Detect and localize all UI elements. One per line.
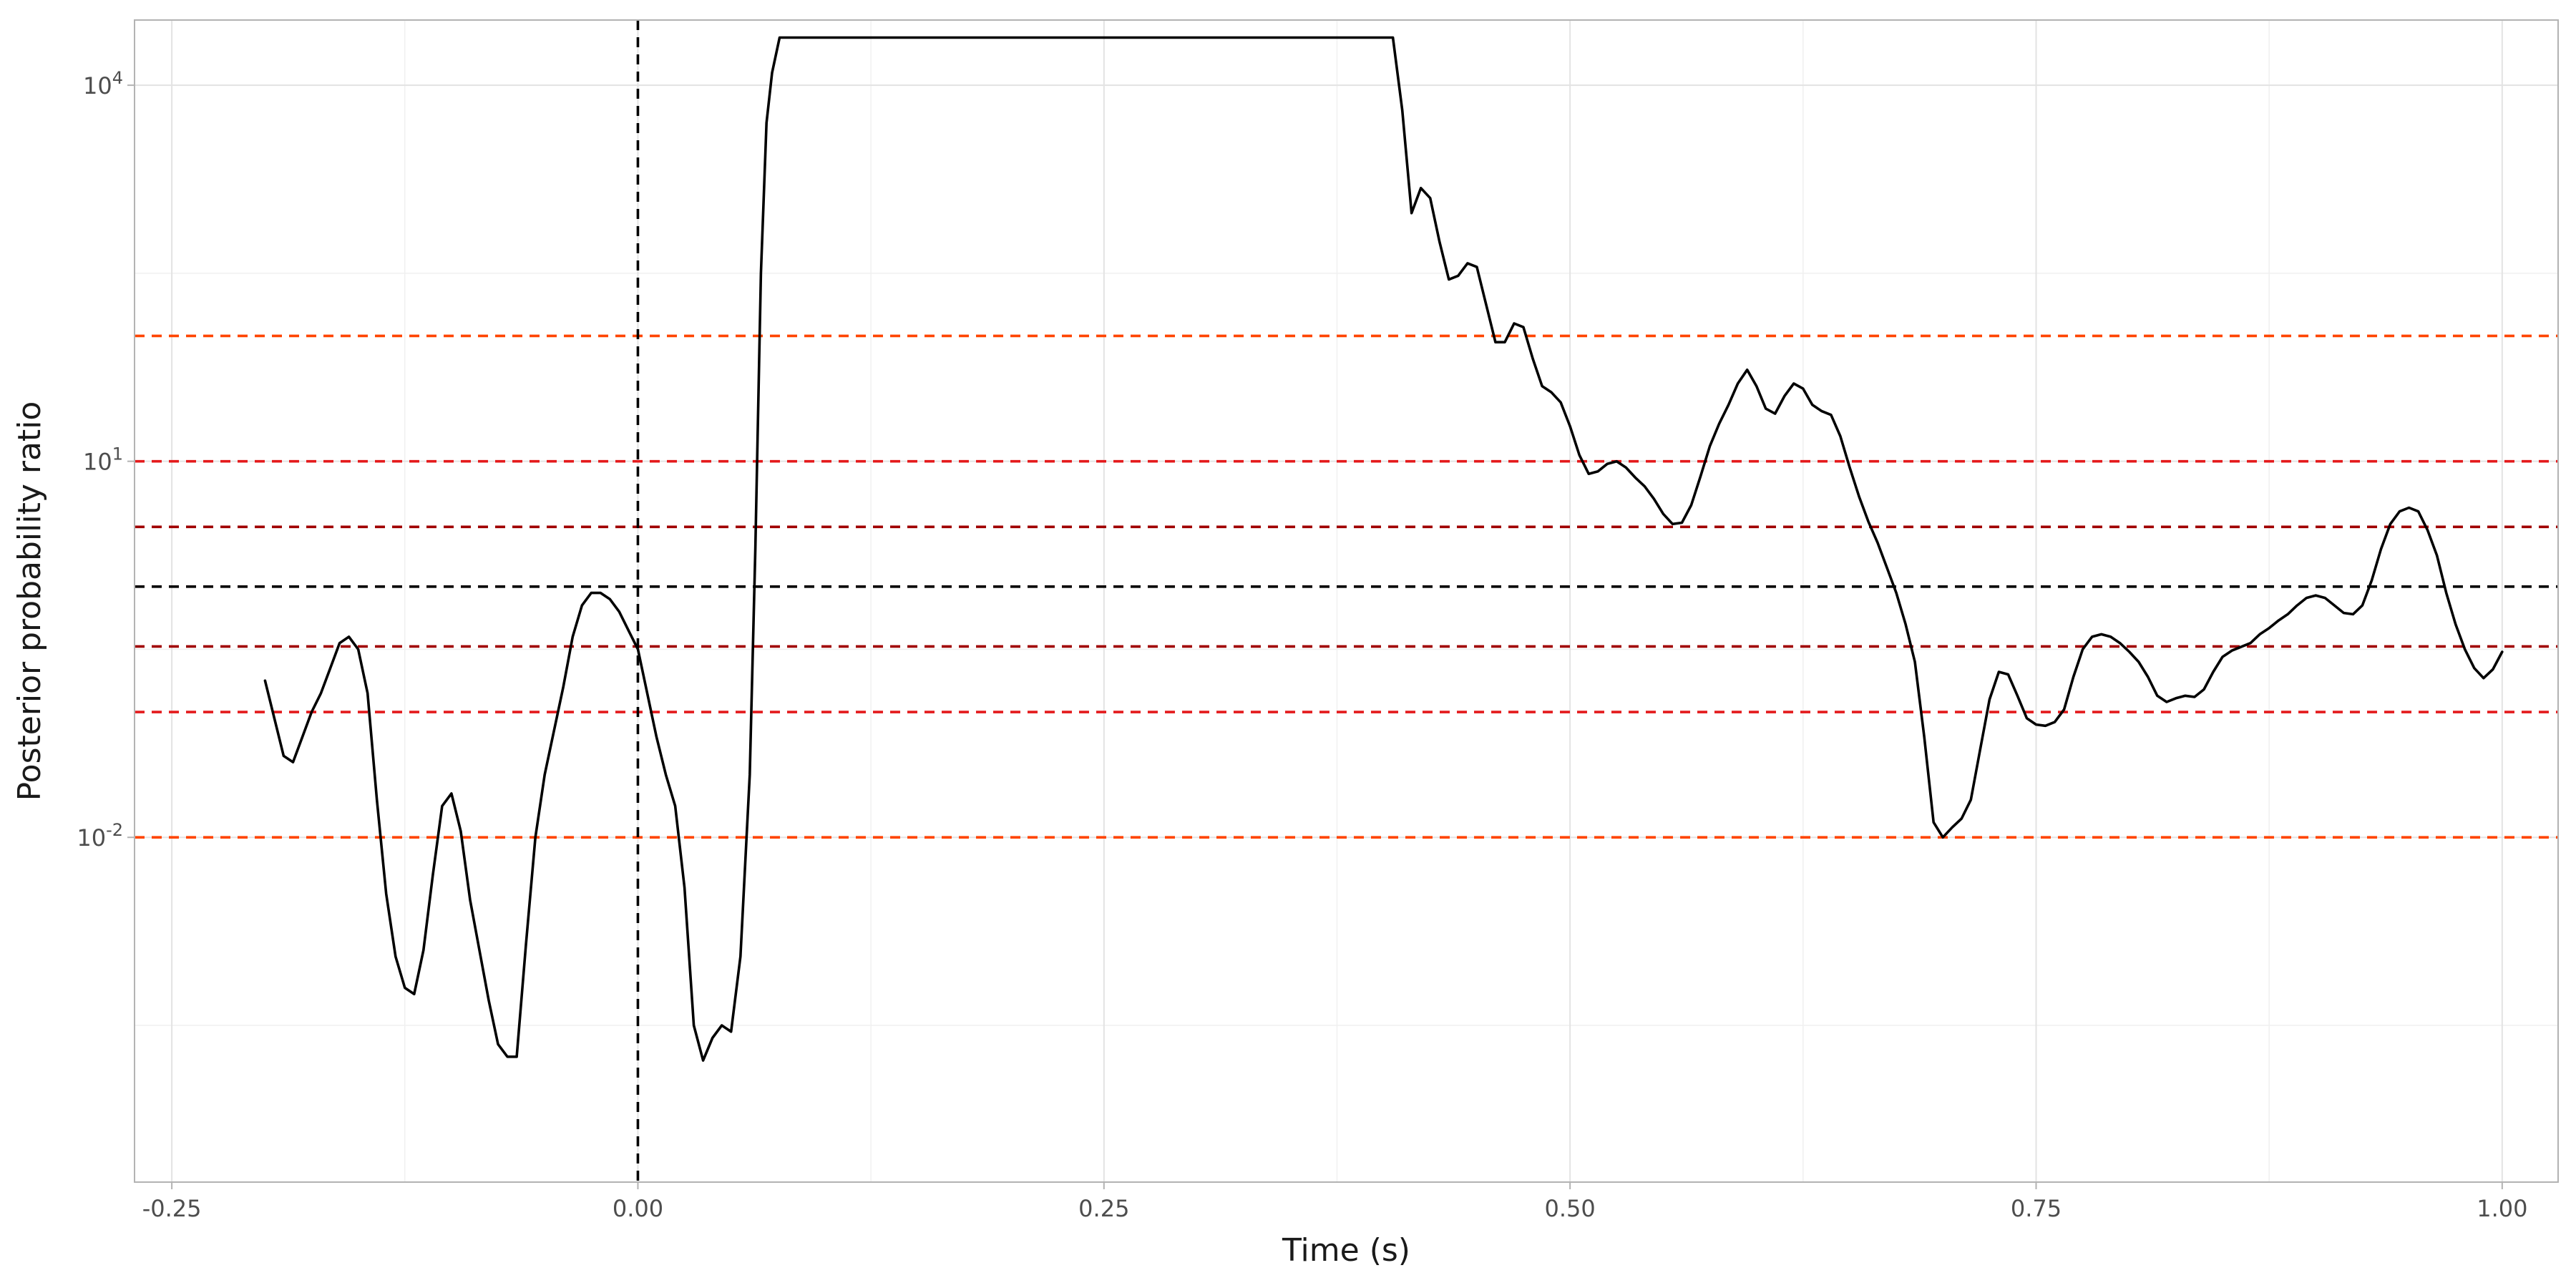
y-tick-label: 10-2 <box>77 820 123 852</box>
minor-horizontal-gridlines <box>135 273 2558 1026</box>
minor-vertical-gridlines <box>404 20 2270 1182</box>
x-tick-label: 0.00 <box>613 1195 663 1222</box>
y-axis-title: Posterior probability ratio <box>11 401 48 801</box>
x-tick-label: 0.50 <box>1545 1195 1596 1222</box>
x-axis-title: Time (s) <box>1282 1232 1410 1269</box>
posterior-ratio-line <box>263 36 2504 1062</box>
x-tick-label: 0.25 <box>1078 1195 1129 1222</box>
y-tick-label: 101 <box>83 444 123 476</box>
y-tick-label: 104 <box>83 68 123 99</box>
y-axis-ticks: 10-2 101 104 <box>77 68 135 852</box>
x-tick-label: -0.25 <box>142 1195 202 1222</box>
reference-lines <box>135 334 2558 839</box>
x-axis-ticks: -0.25 0.00 0.25 0.50 0.75 1.00 <box>142 1182 2527 1222</box>
x-tick-label: 0.75 <box>2011 1195 2062 1222</box>
plot-panel-border <box>134 19 2559 1183</box>
x-tick-label: 1.00 <box>2477 1195 2527 1222</box>
